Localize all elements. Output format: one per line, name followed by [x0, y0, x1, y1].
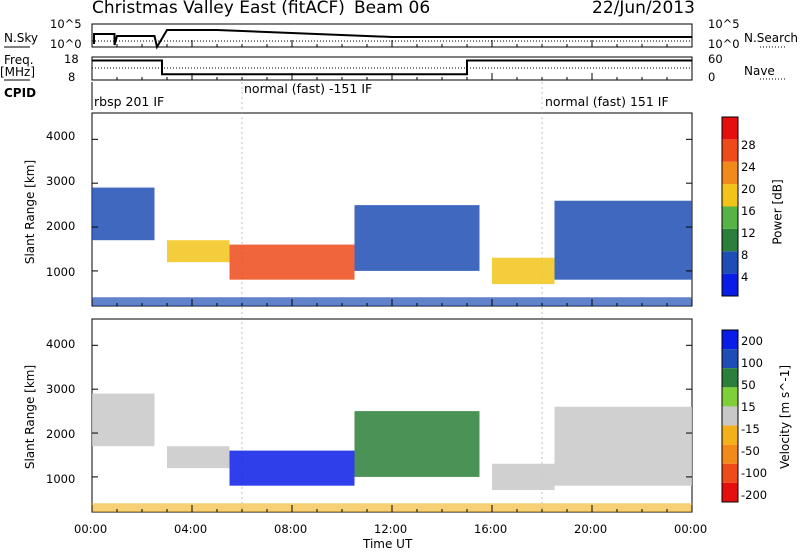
cpid-label: CPID	[4, 86, 37, 100]
velocity-echo-region	[354, 411, 480, 477]
velocity-colorbar-frame	[721, 329, 739, 503]
noise-sky-trace	[93, 29, 692, 50]
velocity-ytick: 3000	[46, 382, 76, 396]
velocity-colorbar-cell	[722, 425, 738, 445]
velocity-colorbar-cell	[722, 482, 738, 502]
power-colorbar-cell	[722, 228, 738, 252]
velocity-colorbar-cell	[722, 406, 738, 426]
velocity-ytick: 2000	[46, 427, 76, 441]
velocity-colorbar-cell	[722, 330, 738, 350]
freq-axis-top: 18	[64, 52, 79, 66]
frequency-trace	[92, 59, 692, 76]
power-cbar-tick: 4	[741, 270, 749, 284]
velocity-cbar-tick: -200	[741, 488, 768, 502]
power-echo-region	[92, 187, 155, 241]
noise-axis-top: 10^5	[50, 17, 82, 31]
nave-axis-top: 60	[708, 52, 723, 66]
velocity-echo-region	[554, 406, 692, 486]
power-colorbar-cell	[722, 251, 738, 274]
power-ytick: 4000	[46, 129, 76, 143]
xtick-label: 12:00	[374, 522, 408, 536]
nsearch-axis-top: 10^5	[708, 17, 740, 31]
power-cbar-tick: 8	[741, 248, 749, 262]
velocity-colorbar-cell	[722, 368, 738, 388]
cpid-segment-3: normal (fast) 151 IF	[545, 94, 669, 109]
velocity-colorbar-cell	[722, 444, 738, 464]
cpid-segment-2: normal (fast) -151 IF	[244, 81, 373, 96]
power-ytick: 2000	[46, 219, 76, 233]
power-ytick: 1000	[46, 265, 76, 279]
velocity-echo-region	[92, 393, 155, 447]
xtick-label: 20:00	[574, 522, 608, 536]
cpid-segment-1: rbsp 201 IF	[94, 94, 165, 109]
power-cbar-tick: 12	[741, 226, 756, 240]
velocity-ytick: 1000	[46, 472, 76, 486]
power-cbar-tick: 16	[741, 204, 756, 218]
power-colorbar-cell	[722, 184, 738, 207]
freq-axis-bottom: 8	[68, 70, 76, 84]
power-ytick: 3000	[46, 174, 76, 188]
chart-title: Christmas Valley East (fitACF)	[92, 0, 345, 18]
xtick-label: 08:00	[274, 522, 308, 536]
velocity-colorbar-cell	[722, 387, 738, 407]
power-colorbar-cell	[722, 161, 738, 185]
nsky-label: N.Sky	[4, 31, 39, 45]
power-colorbar-frame	[721, 116, 739, 297]
velocity-echo-region	[492, 463, 555, 491]
power-colorbar-cell	[722, 206, 738, 229]
date-label: 22/Jun/2013	[592, 0, 695, 18]
power-colorbar-cell	[722, 117, 738, 140]
velocity-cbar-tick: -15	[741, 422, 760, 436]
beam-label: Beam 06	[354, 0, 431, 18]
power-cbar-tick: 20	[741, 182, 756, 196]
nsearch-label: N.Search	[744, 31, 799, 45]
power-echo-region	[354, 205, 480, 271]
velocity-echo-region	[167, 446, 230, 469]
velocity-cbar-tick: 100	[741, 356, 763, 370]
velocity-cbar-tick: -50	[741, 444, 760, 458]
velocity-colorbar-cell	[722, 349, 738, 369]
velocity-cbar-tick: 200	[741, 334, 763, 348]
xtick-label: 04:00	[174, 522, 208, 536]
xtick-label: 16:00	[474, 522, 508, 536]
power-echo-region	[229, 244, 355, 280]
x-axis-label: Time UT	[363, 537, 413, 551]
velocity-colorbar-cell	[722, 463, 738, 483]
velocity-cbar-tick: 15	[741, 400, 756, 414]
xtick-label: 00:00	[74, 522, 108, 536]
velocity-ytick: 4000	[46, 337, 76, 351]
power-colorbar-cell	[722, 273, 738, 296]
power-cbar-tick: 28	[741, 138, 756, 152]
nsearch-axis-bottom: 10^0	[708, 37, 740, 51]
power-echo-region	[492, 257, 555, 285]
power-colorbar-cell	[722, 139, 738, 162]
power-cbar-tick: 24	[741, 160, 756, 174]
nave-axis-bottom: 0	[708, 70, 716, 84]
mhz-label: [MHz]	[0, 65, 36, 79]
velocity-cbar-tick: 50	[741, 378, 756, 392]
xtick-label: 00:00	[674, 522, 708, 536]
freq-label: Freq.	[4, 53, 34, 67]
velocity-echo-region	[229, 450, 355, 486]
power-echo-region	[554, 200, 692, 280]
velocity-cbar-tick: -100	[741, 466, 768, 480]
power-echo-region	[167, 240, 230, 263]
noise-axis-bottom: 10^0	[50, 37, 82, 51]
nave-label: Nave	[744, 64, 775, 78]
